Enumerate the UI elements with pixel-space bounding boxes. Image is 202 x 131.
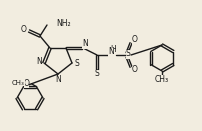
Text: NH₂: NH₂: [56, 18, 70, 28]
Text: N: N: [36, 58, 42, 67]
Text: N: N: [55, 75, 61, 84]
Text: N: N: [108, 48, 113, 56]
Text: S: S: [94, 70, 99, 78]
Text: O: O: [23, 79, 29, 88]
Text: O: O: [132, 66, 137, 75]
Text: S: S: [74, 59, 79, 69]
Text: O: O: [21, 26, 27, 34]
Text: CH₃: CH₃: [12, 80, 25, 86]
Text: CH₃: CH₃: [154, 75, 168, 83]
Text: S: S: [125, 50, 130, 59]
Text: H: H: [109, 45, 115, 54]
Text: N: N: [82, 40, 87, 48]
Text: O: O: [132, 36, 137, 45]
